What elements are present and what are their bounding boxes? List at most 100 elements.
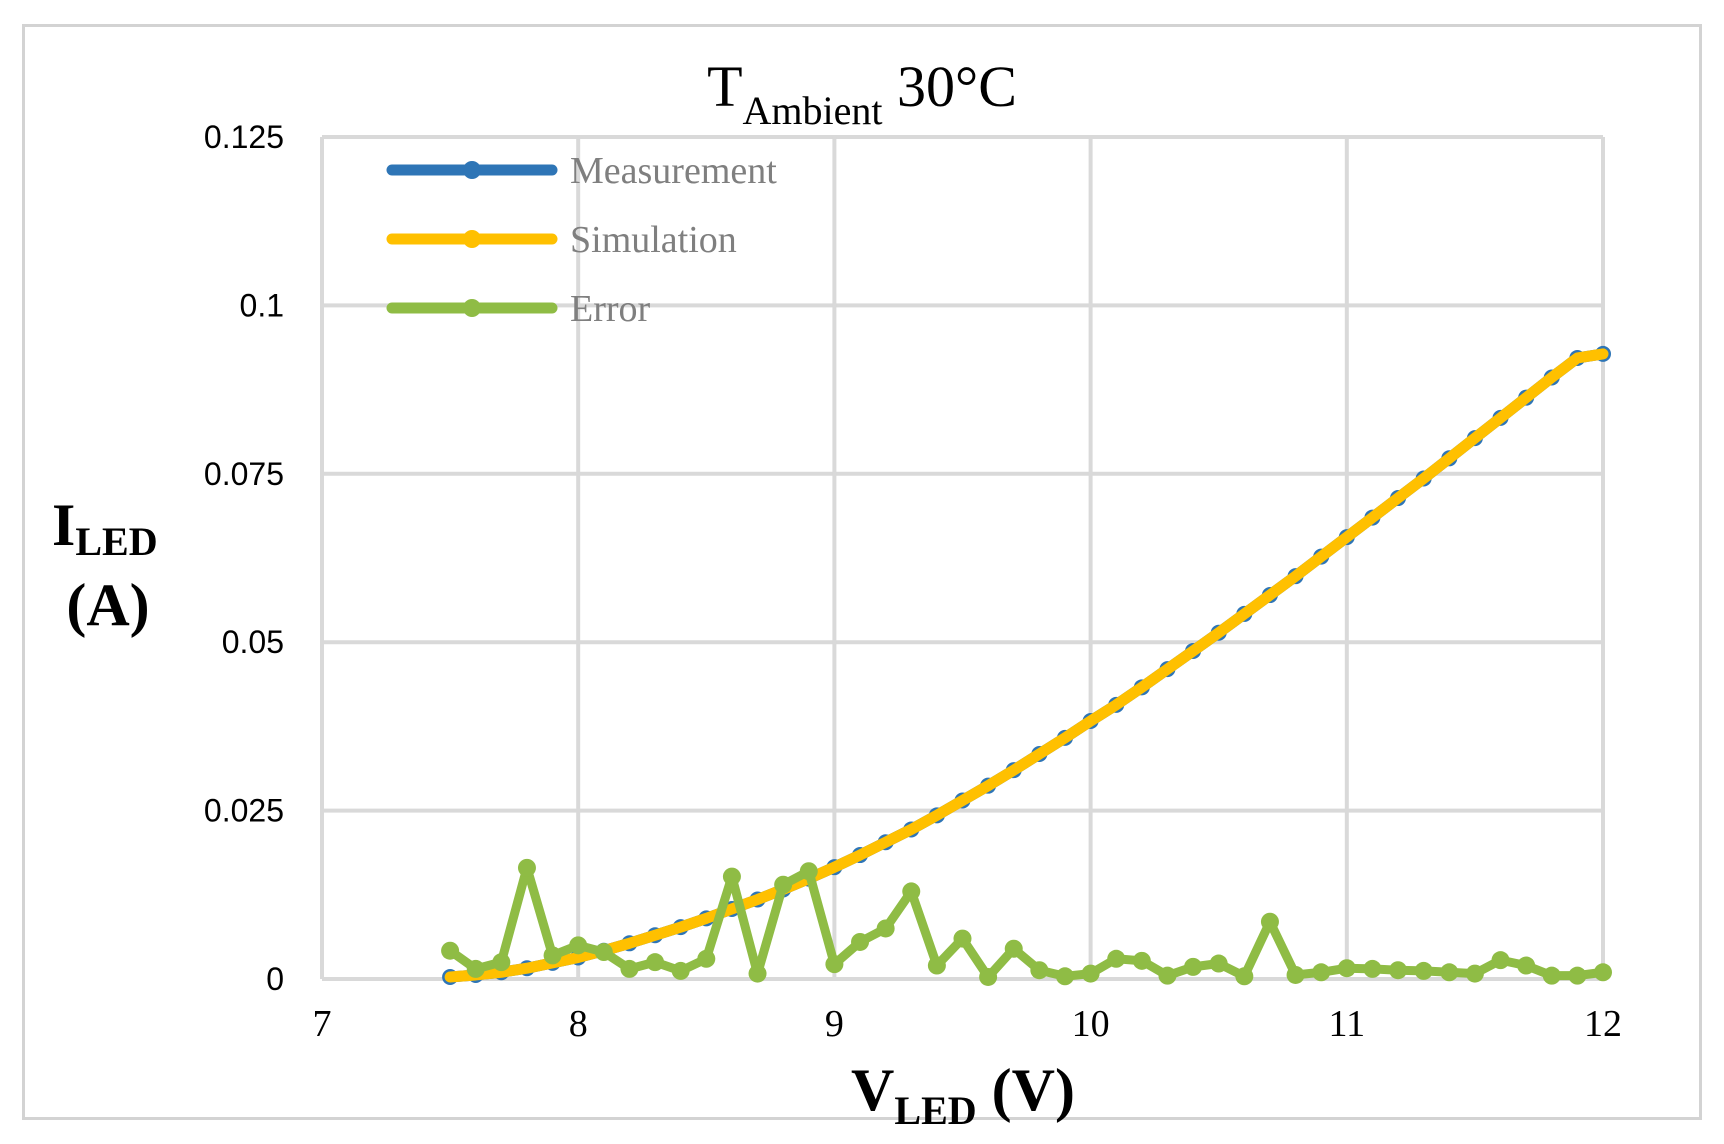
simulation-point	[1470, 434, 1479, 443]
simulation-point	[1265, 591, 1274, 600]
error-point	[543, 946, 562, 965]
error-point	[1132, 951, 1151, 970]
error-series-line	[445, 863, 1608, 982]
simulation-point	[1445, 454, 1454, 463]
error-point	[1440, 963, 1459, 982]
error-point	[1184, 957, 1203, 976]
x-tick-label: 10	[1072, 1003, 1110, 1045]
simulation-point	[1496, 413, 1505, 422]
legend-error-label: Error	[570, 288, 651, 330]
simulation-point	[907, 825, 916, 834]
error-point	[979, 967, 998, 986]
error-point	[953, 929, 972, 948]
error-point	[1414, 961, 1433, 980]
error-point	[1158, 966, 1177, 985]
error-point	[466, 959, 485, 978]
simulation-point	[753, 895, 762, 904]
simulation-point	[727, 904, 736, 913]
simulation-point	[574, 953, 583, 962]
error-point	[825, 955, 844, 974]
error-point	[1030, 961, 1049, 980]
error-point	[1235, 967, 1254, 986]
error-point	[1465, 964, 1484, 983]
error-point	[1081, 964, 1100, 983]
simulation-point	[1086, 717, 1095, 726]
error-point	[1260, 912, 1279, 931]
simulation-point	[881, 838, 890, 847]
y-axis-label: ILED	[52, 492, 158, 564]
simulation-point	[958, 796, 967, 805]
measurement-series-line	[444, 348, 1609, 983]
error-point	[1312, 963, 1331, 982]
simulation-point	[1291, 572, 1300, 581]
simulation-point	[1547, 373, 1556, 382]
error-point	[594, 943, 613, 962]
simulation-point	[1317, 552, 1326, 561]
error-point	[1055, 967, 1074, 986]
simulation-point	[1137, 683, 1146, 692]
error-point	[876, 919, 895, 938]
error-point	[1004, 939, 1023, 958]
error-point	[492, 953, 511, 972]
simulation-point	[1240, 609, 1249, 618]
error-point	[799, 862, 818, 881]
error-point	[620, 959, 639, 978]
legend-simulation-marker	[463, 230, 481, 248]
y-axis-label-unit: (A)	[66, 572, 149, 638]
y-tick-label: 0.05	[222, 624, 284, 660]
x-tick-label: 12	[1584, 1003, 1622, 1045]
simulation-point	[932, 811, 941, 820]
error-point	[774, 875, 793, 894]
simulation-point	[1599, 349, 1607, 358]
simulation-point	[522, 964, 531, 973]
simulation-point	[830, 863, 839, 872]
simulation-point	[1522, 393, 1531, 402]
error-point	[1568, 966, 1587, 985]
error-point	[1286, 965, 1305, 984]
legend-measurement-marker	[463, 161, 481, 179]
simulation-point	[1342, 533, 1351, 542]
y-tick-label: 0.125	[204, 119, 284, 155]
error-point	[1491, 951, 1510, 970]
error-point	[748, 964, 767, 983]
simulation-point	[1009, 766, 1018, 775]
simulation-point	[651, 931, 660, 940]
simulation-point	[625, 939, 634, 948]
y-tick-label: 0	[266, 961, 284, 997]
error-point	[671, 961, 690, 980]
simulation-point	[1189, 646, 1198, 655]
x-tick-label: 11	[1329, 1003, 1366, 1045]
error-point	[1107, 949, 1126, 968]
error-point	[1337, 959, 1356, 978]
simulation-point	[1060, 733, 1069, 742]
error-point	[722, 867, 741, 886]
simulation-series-line	[444, 348, 1609, 983]
simulation-point	[984, 781, 993, 790]
simulation-point	[1394, 494, 1403, 503]
simulation-point	[1368, 513, 1377, 522]
error-point	[517, 858, 536, 877]
simulation-point	[1573, 353, 1582, 362]
error-point	[927, 956, 946, 975]
legend-simulation-label: Simulation	[570, 219, 737, 261]
error-point	[1542, 966, 1561, 985]
error-point	[851, 932, 870, 951]
simulation-point	[1214, 628, 1223, 637]
simulation-point	[1163, 665, 1172, 674]
chart-title: TAmbient 30°C	[707, 54, 1017, 133]
simulation-point	[1419, 474, 1428, 483]
simulation-point	[856, 851, 865, 860]
error-point	[569, 936, 588, 955]
y-tick-label: 0.075	[204, 456, 284, 492]
error-point	[1594, 963, 1612, 982]
simulation-point	[702, 914, 711, 923]
x-axis-label: VLED (V)	[851, 1057, 1075, 1133]
error-point	[1363, 959, 1382, 978]
simulation-point	[1112, 700, 1121, 709]
error-point	[646, 953, 665, 972]
legend-error-marker	[463, 299, 481, 317]
error-point	[697, 949, 716, 968]
error-point	[1517, 956, 1536, 975]
x-tick-label: 7	[313, 1003, 332, 1045]
